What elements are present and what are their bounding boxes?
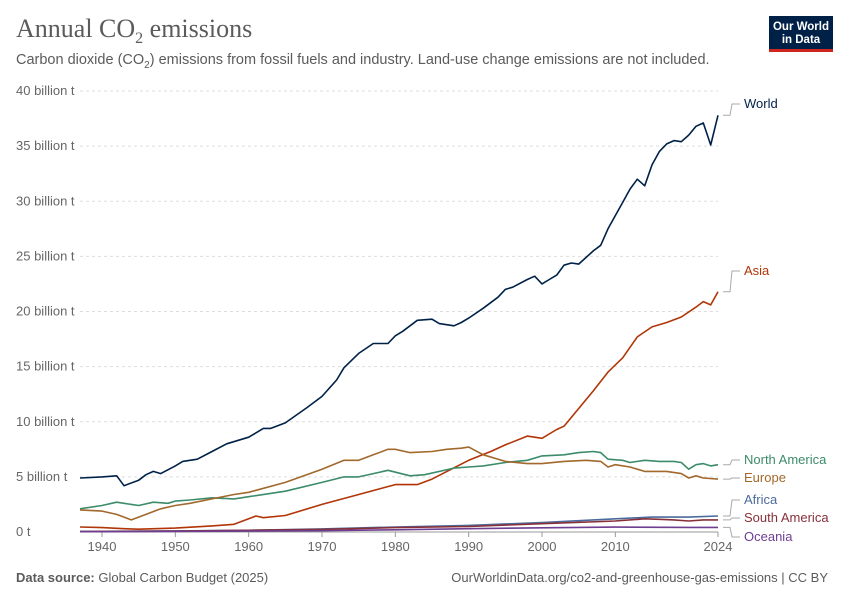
logo-line-2: in Data bbox=[781, 33, 821, 46]
x-tick-label: 2000 bbox=[528, 539, 557, 554]
logo-line-1: Our World bbox=[772, 21, 829, 33]
source-url-link[interactable]: OurWorldinData.org/co2-and-greenhouse-ga… bbox=[451, 570, 828, 585]
series-line-oceania bbox=[79, 526, 718, 533]
x-tick-label: 2010 bbox=[601, 539, 630, 554]
series-line-north-america bbox=[79, 450, 719, 510]
x-tick-label: 1990 bbox=[454, 539, 483, 554]
y-tick-label: 25 billion t bbox=[16, 248, 75, 263]
legend-label-north-america: North America bbox=[744, 452, 827, 467]
legend-label-world: World bbox=[744, 96, 778, 111]
y-tick-label: 40 billion t bbox=[16, 83, 75, 98]
legend-connector-africa bbox=[723, 499, 740, 517]
series-line-europe bbox=[79, 446, 719, 521]
y-tick-label: 0 t bbox=[16, 524, 31, 539]
x-tick-label: 1960 bbox=[234, 539, 263, 554]
y-tick-label: 15 billion t bbox=[16, 359, 75, 374]
x-tick-label: 1970 bbox=[308, 539, 337, 554]
series-line-world bbox=[79, 115, 719, 487]
y-tick-label: 5 billion t bbox=[16, 469, 68, 484]
legend-connector-south-america bbox=[723, 517, 740, 521]
series-line-asia bbox=[79, 291, 719, 530]
y-tick-label: 35 billion t bbox=[16, 138, 75, 153]
legend-label-oceania: Oceania bbox=[744, 529, 793, 544]
owid-logo[interactable]: Our World in Data bbox=[769, 16, 833, 52]
legend-connector-europe bbox=[723, 477, 740, 480]
legend-label-africa: Africa bbox=[744, 492, 778, 507]
series-line-south-america bbox=[79, 518, 718, 533]
y-tick-label: 30 billion t bbox=[16, 193, 75, 208]
chart-title: Annual CO2 emissions bbox=[16, 14, 253, 48]
legend-connector-world bbox=[723, 103, 740, 116]
data-source: Data source: Global Carbon Budget (2025) bbox=[16, 570, 269, 585]
x-tick-label: 1980 bbox=[381, 539, 410, 554]
x-tick-label: 2024 bbox=[704, 539, 733, 554]
x-tick-label: 1950 bbox=[161, 539, 190, 554]
x-tick-label: 1940 bbox=[88, 539, 117, 554]
legend-label-south-america: South America bbox=[744, 510, 829, 525]
legend-connector-asia bbox=[723, 270, 740, 293]
legend-connector-north-america bbox=[723, 459, 740, 466]
y-tick-label: 20 billion t bbox=[16, 304, 75, 319]
legend-label-asia: Asia bbox=[744, 263, 770, 278]
y-tick-label: 10 billion t bbox=[16, 414, 75, 429]
legend-connector-oceania bbox=[723, 526, 740, 538]
legend-label-europe: Europe bbox=[744, 470, 786, 485]
chart-subtitle: Carbon dioxide (CO2) emissions from foss… bbox=[16, 52, 710, 71]
